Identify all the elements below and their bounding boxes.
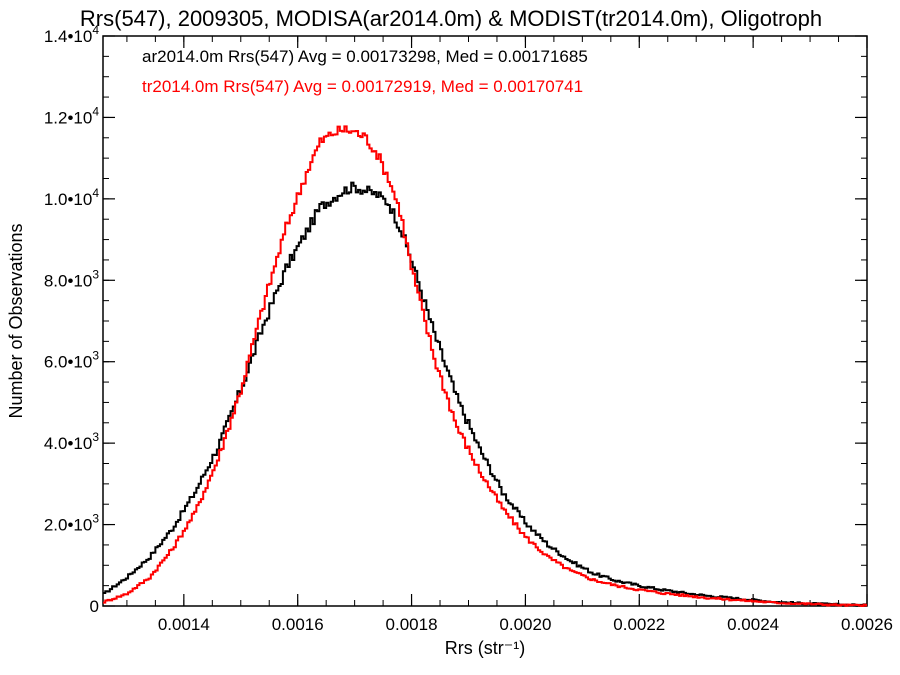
annotation-tr: tr2014.0m Rrs(547) Avg = 0.00172919, Med… [142,77,583,96]
x-tick-label: 0.0026 [841,615,893,634]
y-tick-label: 8.0•103 [44,267,100,290]
y-tick-label: 1.2•104 [44,104,100,127]
x-tick-label: 0.0014 [158,615,210,634]
y-tick-label: 4.0•103 [44,430,100,453]
y-axis-ticks: 0 2.0•103 4.0•103 6.0•103 8.0•103 1.0•104 1.2•… [44,23,867,616]
x-tick-label: 0.0016 [272,615,324,634]
y-tick-label: 1.0•104 [44,186,100,209]
x-axis-label: Rrs (str⁻¹) [445,638,525,658]
x-tick-label: 0.0018 [386,615,438,634]
x-tick-label: 0.0022 [613,615,665,634]
y-tick-label: 1.4•104 [44,23,100,46]
x-axis-ticks: 0.0014 0.0016 0.0018 0.0020 0.0022 0.0024 0.00… [126,36,893,634]
y-tick-label: 0 [90,597,99,616]
series-line-tr2014 [103,125,867,607]
plot-frame [102,35,868,607]
x-tick-label: 0.0024 [727,615,779,634]
y-axis-label: Number of Observations [6,223,26,418]
y-tick-label: 2.0•103 [44,512,100,535]
chart-title: Rrs(547), 2009305, MODISA(ar2014.0m) & M… [80,6,822,31]
series-line-ar2014 [103,181,867,607]
annotation-ar: ar2014.0m Rrs(547) Avg = 0.00173298, Med… [142,47,588,66]
series-layer [103,125,867,607]
y-tick-label: 6.0•103 [44,349,100,372]
x-tick-label: 0.0020 [499,615,551,634]
